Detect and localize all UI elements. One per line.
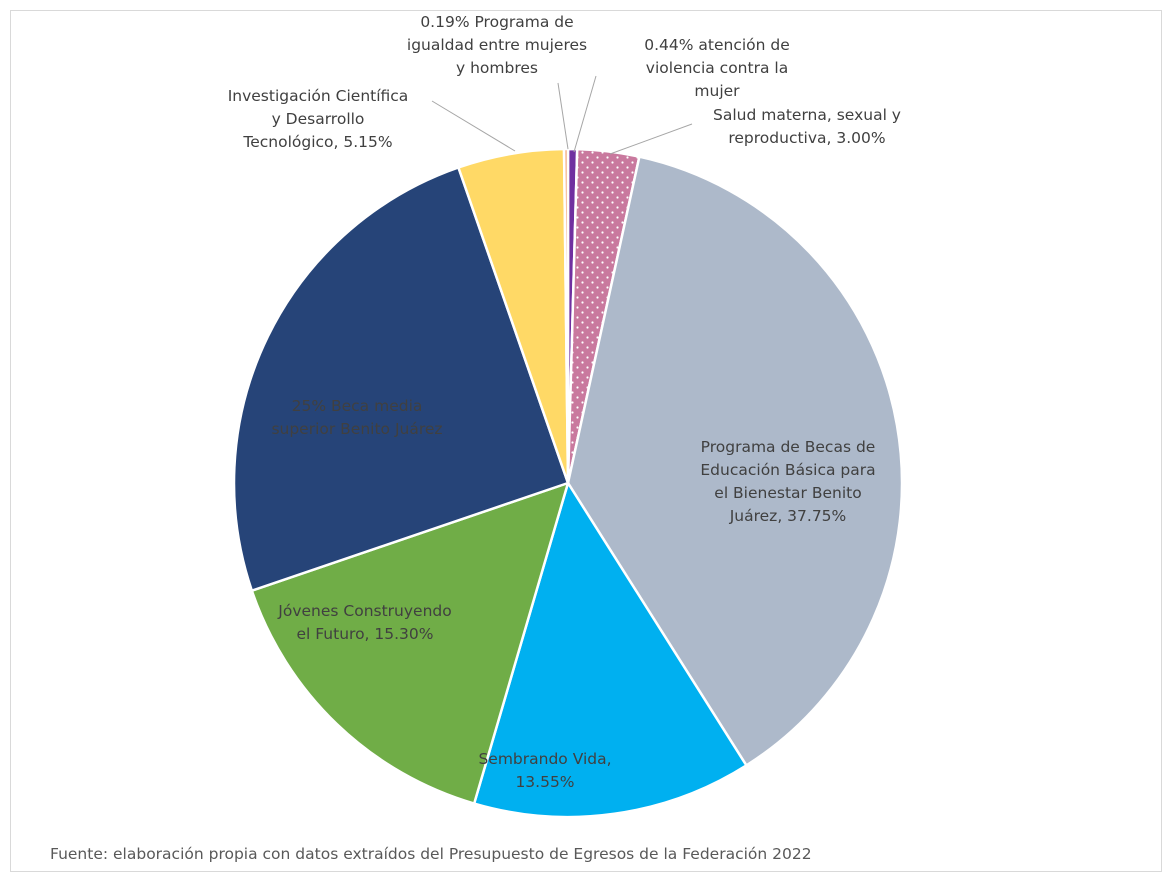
slice-label-2: Programa de Becas de Educación Básica par… xyxy=(700,438,875,525)
source-note: Fuente: elaboración propia con datos ext… xyxy=(50,845,812,863)
pie-slice-3 xyxy=(472,481,748,819)
slice-label-4: Jóvenes Construyendo el Futuro, 15.30% xyxy=(277,602,451,643)
slice-label-6: Investigación Científica y Desarrollo Tecn… xyxy=(228,87,409,151)
leader-line-1 xyxy=(609,123,693,155)
slice-label-0: 0.44% atención de violencia contra la muje… xyxy=(644,36,790,100)
slice-label-5: 25% Beca media superior Benito Juárez xyxy=(271,397,442,438)
leader-line-6 xyxy=(431,100,516,152)
slice-label-7: 0.19% Programa de igualdad entre mujeres y… xyxy=(407,13,587,77)
slice-label-3: Sembrando Vida, 13.55% xyxy=(478,750,611,791)
leader-line-0 xyxy=(573,75,597,153)
slice-label-1: Salud materna, sexual y reproductiva, 3.0… xyxy=(713,106,901,147)
pie-slice-5 xyxy=(232,166,570,592)
pie-slice-4 xyxy=(250,481,570,805)
leader-line-7 xyxy=(557,82,569,150)
